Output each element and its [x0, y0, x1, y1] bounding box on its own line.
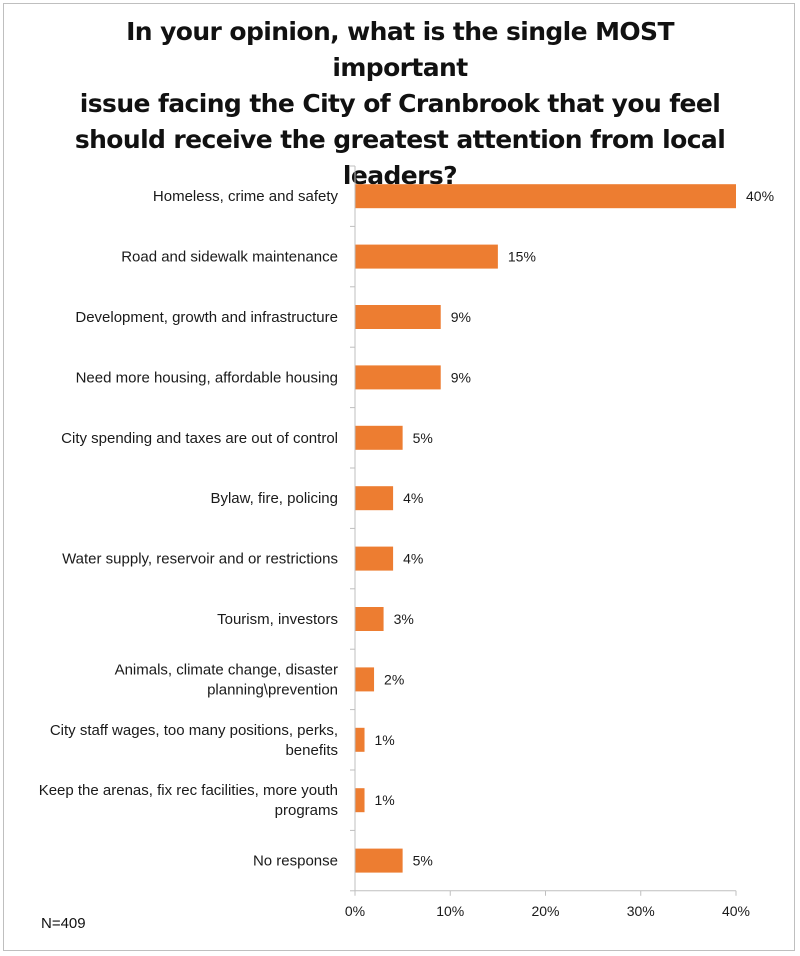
x-tick-label: 40% [722, 903, 750, 919]
category-label: Water supply, reservoir and or restricti… [62, 551, 338, 568]
category-label: Keep the arenas, fix rec facilities, mor… [39, 782, 338, 799]
bar [355, 184, 736, 209]
data-label: 15% [508, 249, 536, 265]
bar [355, 848, 403, 873]
x-tick-label: 10% [436, 903, 464, 919]
data-label: 9% [451, 309, 471, 325]
data-label: 2% [384, 671, 404, 687]
bar [355, 607, 384, 631]
category-label: planning\prevention [207, 681, 338, 698]
data-label: 5% [413, 430, 433, 446]
data-label: 4% [403, 490, 423, 506]
category-label: Road and sidewalk maintenance [121, 249, 338, 266]
category-label: benefits [285, 742, 338, 759]
category-label: City staff wages, too many positions, pe… [50, 722, 338, 739]
chart-frame [3, 3, 795, 951]
data-label: 4% [403, 551, 423, 567]
bar [355, 365, 441, 390]
data-label: 5% [413, 853, 433, 869]
x-tick-label: 20% [531, 903, 559, 919]
category-label: programs [275, 802, 338, 819]
category-label: Animals, climate change, disaster [115, 661, 338, 678]
bar [355, 305, 441, 329]
category-label: Development, growth and infrastructure [75, 309, 338, 326]
category-label: Tourism, investors [217, 611, 338, 628]
bar [355, 667, 375, 692]
bar [355, 486, 394, 511]
bar [355, 425, 403, 450]
category-label: Need more housing, affordable housing [76, 369, 338, 386]
category-label: No response [253, 853, 338, 870]
data-label: 1% [375, 732, 395, 748]
data-label: 3% [394, 611, 414, 627]
bar [355, 727, 365, 752]
data-label: 9% [451, 369, 471, 385]
title-line-3: should receive the greatest attention fr… [74, 125, 726, 154]
bar [355, 788, 365, 813]
title-line-2: issue facing the City of Cranbrook that … [79, 89, 721, 118]
x-tick-label: 30% [627, 903, 655, 919]
chart-title: In your opinion, what is the single MOST… [60, 14, 740, 194]
category-label: Bylaw, fire, policing [210, 490, 338, 507]
bar [355, 546, 394, 571]
x-tick-label: 0% [345, 903, 365, 919]
category-label: Homeless, crime and safety [153, 188, 339, 205]
bar [355, 244, 498, 269]
data-label: 40% [746, 188, 774, 204]
title-line-1: In your opinion, what is the single MOST… [126, 17, 674, 82]
data-label: 1% [375, 792, 395, 808]
sample-size-note: N=409 [41, 915, 86, 932]
category-label: City spending and taxes are out of contr… [61, 430, 338, 447]
